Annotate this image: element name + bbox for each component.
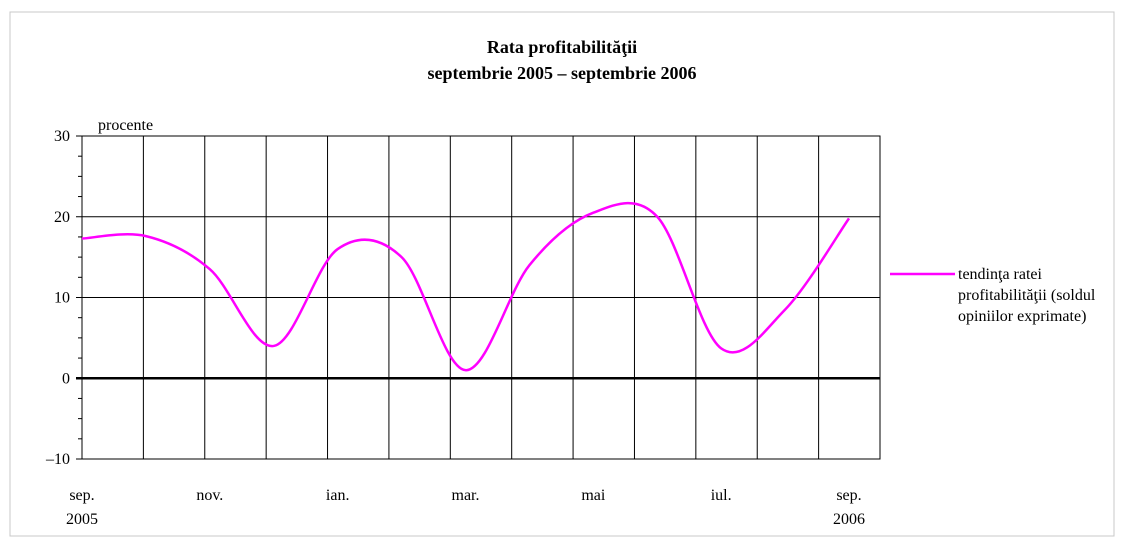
y-tick-label: 30	[54, 128, 70, 145]
x-tick-label: sep. 2005	[66, 487, 98, 528]
legend-label: tendinţa ratei profitabilităţii (soldul …	[958, 266, 1096, 325]
chart-subtitle: septembrie 2005 – septembrie 2006	[428, 63, 697, 83]
y-tick-label: 20	[54, 209, 70, 226]
x-tick-label: iul.	[711, 487, 732, 504]
x-tick-label: mar.	[452, 487, 480, 504]
y-tick-label: –10	[45, 451, 70, 468]
x-tick-label: ian.	[326, 487, 350, 504]
series-line	[81, 201, 851, 372]
y-tick-label: 10	[54, 290, 70, 307]
y-tick-label: 0	[62, 370, 70, 387]
x-tick-label: sep. 2006	[833, 487, 865, 528]
frame	[9, 11, 1115, 537]
x-tick-label: mai	[581, 487, 606, 504]
x-tick-label: nov.	[196, 487, 223, 504]
y-axis-label: procente	[98, 117, 153, 134]
chart-title: Rata profitabilităţii	[487, 37, 637, 57]
